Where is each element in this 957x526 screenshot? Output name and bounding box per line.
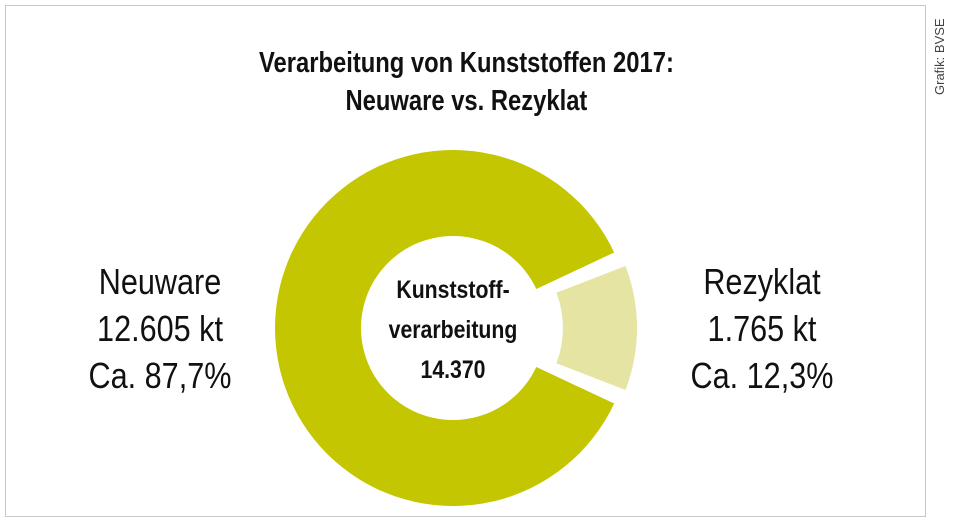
center-label-total: 14.370 bbox=[420, 356, 486, 384]
label-rezyklat-name: Rezyklat bbox=[703, 261, 821, 302]
label-neuware-percent: Ca. 87,7% bbox=[88, 355, 232, 396]
chart-title: Verarbeitung von Kunststoffen 2017: Neuw… bbox=[89, 44, 844, 120]
label-rezyklat-value: 1.765 kt bbox=[707, 308, 817, 349]
title-line-2: Neuware vs. Rezyklat bbox=[345, 85, 588, 117]
label-rezyklat: Rezyklat 1.765 kt Ca. 12,3% bbox=[677, 258, 847, 399]
label-neuware: Neuware 12.605 kt Ca. 87,7% bbox=[75, 258, 245, 399]
slice-rezyklat bbox=[556, 266, 637, 390]
center-label-line-1: Kunststoff- bbox=[396, 276, 510, 304]
center-label: Kunststoff- verarbeitung 14.370 bbox=[368, 270, 538, 390]
label-neuware-name: Neuware bbox=[98, 261, 222, 302]
label-neuware-value: 12.605 kt bbox=[97, 308, 223, 349]
center-label-line-2: verarbeitung bbox=[388, 316, 518, 344]
slice-neuware bbox=[275, 150, 615, 506]
title-line-1: Verarbeitung von Kunststoffen 2017: bbox=[258, 47, 674, 79]
label-rezyklat-percent: Ca. 12,3% bbox=[690, 355, 834, 396]
chart-frame: Verarbeitung von Kunststoffen 2017: Neuw… bbox=[5, 5, 926, 517]
